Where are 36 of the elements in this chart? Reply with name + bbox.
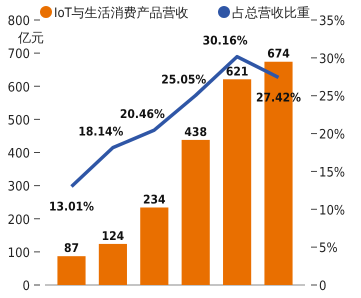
data-label: 124: [102, 228, 125, 243]
data-label: 13.01%: [49, 199, 94, 214]
y-tick-label: 400: [8, 146, 30, 162]
y2-tick-label: 15%: [319, 165, 345, 180]
y-tick-label: 600: [8, 80, 30, 96]
bar: [223, 79, 252, 285]
bar: [182, 140, 210, 285]
data-label: 18.14%: [78, 124, 124, 139]
y-tick-label: 300: [8, 180, 30, 195]
data-label: 20.46%: [120, 107, 165, 122]
legend-label: 占总营收比重: [232, 6, 310, 21]
data-label: 87: [64, 241, 80, 256]
y2-tick-label: 20%: [319, 128, 345, 143]
data-label: 438: [184, 124, 207, 139]
data-label: 674: [267, 46, 290, 61]
y-tick-label: 0: [22, 279, 30, 294]
data-label: 25.05%: [161, 72, 206, 86]
y-tick-label: 800: [8, 14, 30, 29]
data-label: 234: [143, 192, 166, 206]
y2-tick-label: 0: [319, 279, 326, 294]
legend-label: IoT与生活消费产品营收: [54, 6, 189, 21]
bar: [98, 244, 127, 285]
y-tick-label: 500: [8, 113, 30, 128]
y2-tick-label: 10%: [319, 203, 345, 218]
bar: [140, 207, 168, 285]
data-label: 30.16%: [202, 34, 248, 48]
data-label: 621: [226, 64, 248, 78]
y2-tick-label: 5%: [319, 241, 338, 256]
bar: [57, 256, 86, 285]
y-tick-label: 200: [8, 212, 30, 228]
y-tick-label: 700: [8, 47, 30, 62]
y-tick-label: 100: [8, 246, 30, 261]
y2-tick-label: 25%: [319, 90, 345, 105]
y2-tick-label: 30%: [319, 52, 345, 67]
y-axis-title: 亿元: [17, 31, 44, 46]
y2-tick-label: 35%: [319, 14, 345, 29]
